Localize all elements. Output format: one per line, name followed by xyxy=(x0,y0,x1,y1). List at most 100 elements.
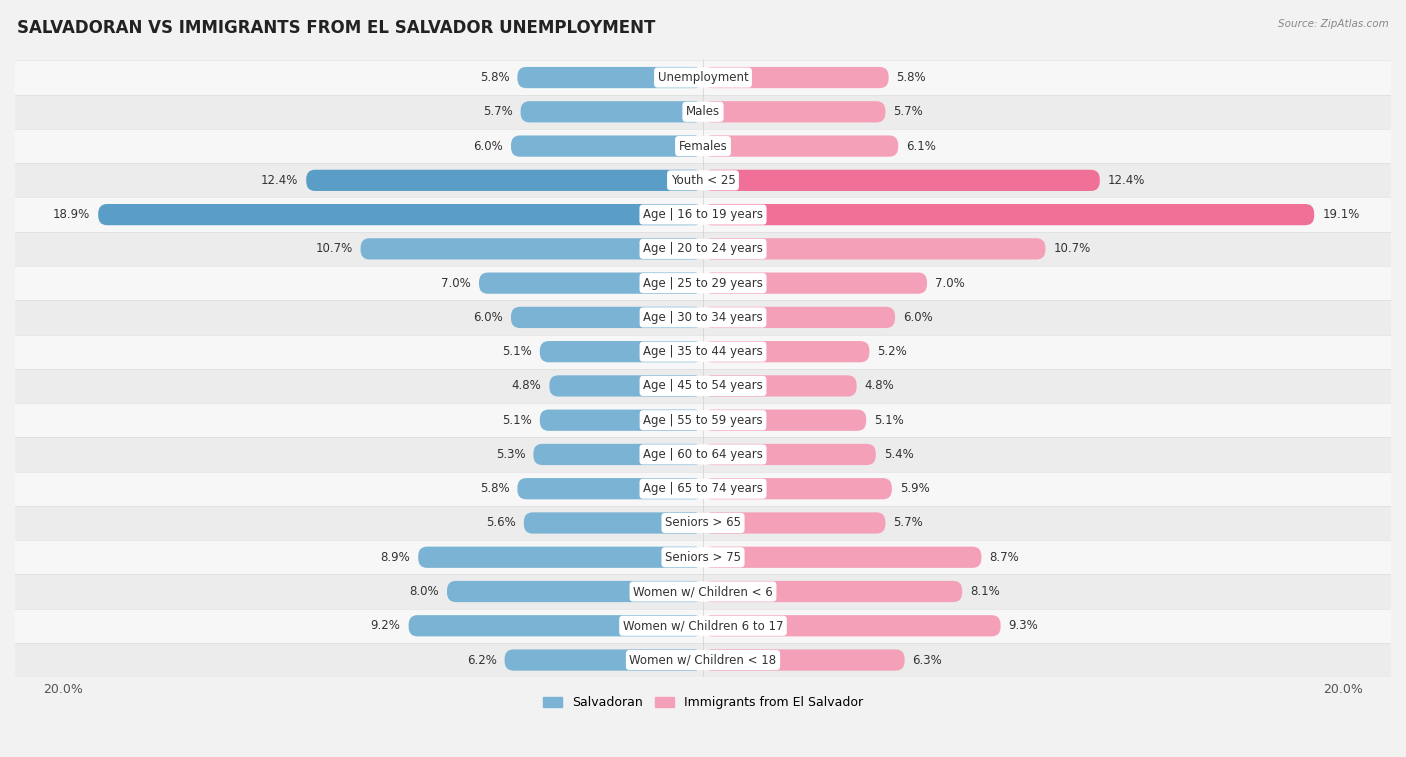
FancyBboxPatch shape xyxy=(447,581,703,602)
Text: 5.6%: 5.6% xyxy=(486,516,516,529)
Text: 8.1%: 8.1% xyxy=(970,585,1000,598)
Text: 8.7%: 8.7% xyxy=(990,551,1019,564)
FancyBboxPatch shape xyxy=(0,129,1406,164)
Text: 5.4%: 5.4% xyxy=(884,448,914,461)
Text: 18.9%: 18.9% xyxy=(53,208,90,221)
FancyBboxPatch shape xyxy=(703,478,891,500)
Text: 10.7%: 10.7% xyxy=(1053,242,1091,255)
FancyBboxPatch shape xyxy=(0,198,1406,232)
Text: Source: ZipAtlas.com: Source: ZipAtlas.com xyxy=(1278,19,1389,29)
Text: Age | 65 to 74 years: Age | 65 to 74 years xyxy=(643,482,763,495)
FancyBboxPatch shape xyxy=(0,403,1406,438)
Text: 5.7%: 5.7% xyxy=(893,516,924,529)
FancyBboxPatch shape xyxy=(0,95,1406,129)
FancyBboxPatch shape xyxy=(0,506,1406,540)
FancyBboxPatch shape xyxy=(703,307,896,328)
Text: Age | 25 to 29 years: Age | 25 to 29 years xyxy=(643,276,763,290)
Legend: Salvadoran, Immigrants from El Salvador: Salvadoran, Immigrants from El Salvador xyxy=(538,691,868,714)
FancyBboxPatch shape xyxy=(418,547,703,568)
FancyBboxPatch shape xyxy=(520,101,703,123)
Text: Women w/ Children < 6: Women w/ Children < 6 xyxy=(633,585,773,598)
Text: 7.0%: 7.0% xyxy=(935,276,965,290)
Text: 19.1%: 19.1% xyxy=(1322,208,1360,221)
Text: 5.8%: 5.8% xyxy=(479,482,509,495)
Text: 7.0%: 7.0% xyxy=(441,276,471,290)
FancyBboxPatch shape xyxy=(0,61,1406,95)
Text: 6.2%: 6.2% xyxy=(467,653,496,666)
Text: 12.4%: 12.4% xyxy=(262,174,298,187)
FancyBboxPatch shape xyxy=(0,609,1406,643)
Text: 6.3%: 6.3% xyxy=(912,653,942,666)
Text: 5.9%: 5.9% xyxy=(900,482,929,495)
Text: 5.1%: 5.1% xyxy=(502,413,531,427)
Text: 9.2%: 9.2% xyxy=(371,619,401,632)
Text: 9.3%: 9.3% xyxy=(1008,619,1039,632)
FancyBboxPatch shape xyxy=(0,643,1406,678)
FancyBboxPatch shape xyxy=(703,581,962,602)
Text: Age | 30 to 34 years: Age | 30 to 34 years xyxy=(643,311,763,324)
Text: Women w/ Children < 18: Women w/ Children < 18 xyxy=(630,653,776,666)
Text: 5.8%: 5.8% xyxy=(479,71,509,84)
FancyBboxPatch shape xyxy=(517,67,703,88)
FancyBboxPatch shape xyxy=(703,204,1315,226)
FancyBboxPatch shape xyxy=(0,335,1406,369)
FancyBboxPatch shape xyxy=(703,444,876,465)
Text: 6.0%: 6.0% xyxy=(903,311,932,324)
Text: 6.0%: 6.0% xyxy=(474,139,503,153)
FancyBboxPatch shape xyxy=(703,375,856,397)
Text: Seniors > 65: Seniors > 65 xyxy=(665,516,741,529)
FancyBboxPatch shape xyxy=(510,307,703,328)
FancyBboxPatch shape xyxy=(479,273,703,294)
FancyBboxPatch shape xyxy=(703,410,866,431)
Text: Unemployment: Unemployment xyxy=(658,71,748,84)
Text: 5.7%: 5.7% xyxy=(482,105,513,118)
FancyBboxPatch shape xyxy=(360,238,703,260)
Text: Age | 55 to 59 years: Age | 55 to 59 years xyxy=(643,413,763,427)
FancyBboxPatch shape xyxy=(703,615,1001,637)
FancyBboxPatch shape xyxy=(517,478,703,500)
FancyBboxPatch shape xyxy=(703,512,886,534)
FancyBboxPatch shape xyxy=(703,547,981,568)
FancyBboxPatch shape xyxy=(307,170,703,191)
Text: Seniors > 75: Seniors > 75 xyxy=(665,551,741,564)
FancyBboxPatch shape xyxy=(703,67,889,88)
Text: 8.9%: 8.9% xyxy=(381,551,411,564)
FancyBboxPatch shape xyxy=(510,136,703,157)
FancyBboxPatch shape xyxy=(703,650,904,671)
Text: 6.1%: 6.1% xyxy=(907,139,936,153)
Text: 5.1%: 5.1% xyxy=(875,413,904,427)
FancyBboxPatch shape xyxy=(0,575,1406,609)
FancyBboxPatch shape xyxy=(703,101,886,123)
Text: Age | 35 to 44 years: Age | 35 to 44 years xyxy=(643,345,763,358)
FancyBboxPatch shape xyxy=(0,266,1406,301)
FancyBboxPatch shape xyxy=(540,341,703,363)
Text: Youth < 25: Youth < 25 xyxy=(671,174,735,187)
FancyBboxPatch shape xyxy=(703,238,1046,260)
Text: 5.7%: 5.7% xyxy=(893,105,924,118)
Text: Males: Males xyxy=(686,105,720,118)
Text: SALVADORAN VS IMMIGRANTS FROM EL SALVADOR UNEMPLOYMENT: SALVADORAN VS IMMIGRANTS FROM EL SALVADO… xyxy=(17,19,655,37)
FancyBboxPatch shape xyxy=(533,444,703,465)
Text: 6.0%: 6.0% xyxy=(474,311,503,324)
FancyBboxPatch shape xyxy=(409,615,703,637)
FancyBboxPatch shape xyxy=(0,232,1406,266)
FancyBboxPatch shape xyxy=(0,438,1406,472)
Text: 5.8%: 5.8% xyxy=(897,71,927,84)
Text: 5.1%: 5.1% xyxy=(502,345,531,358)
FancyBboxPatch shape xyxy=(0,540,1406,575)
FancyBboxPatch shape xyxy=(0,301,1406,335)
FancyBboxPatch shape xyxy=(703,341,869,363)
FancyBboxPatch shape xyxy=(0,472,1406,506)
FancyBboxPatch shape xyxy=(703,170,1099,191)
Text: 12.4%: 12.4% xyxy=(1108,174,1144,187)
FancyBboxPatch shape xyxy=(703,136,898,157)
FancyBboxPatch shape xyxy=(98,204,703,226)
Text: 4.8%: 4.8% xyxy=(512,379,541,392)
FancyBboxPatch shape xyxy=(540,410,703,431)
Text: Age | 16 to 19 years: Age | 16 to 19 years xyxy=(643,208,763,221)
Text: 8.0%: 8.0% xyxy=(409,585,439,598)
Text: 5.3%: 5.3% xyxy=(496,448,526,461)
Text: 4.8%: 4.8% xyxy=(865,379,894,392)
FancyBboxPatch shape xyxy=(0,369,1406,403)
FancyBboxPatch shape xyxy=(505,650,703,671)
